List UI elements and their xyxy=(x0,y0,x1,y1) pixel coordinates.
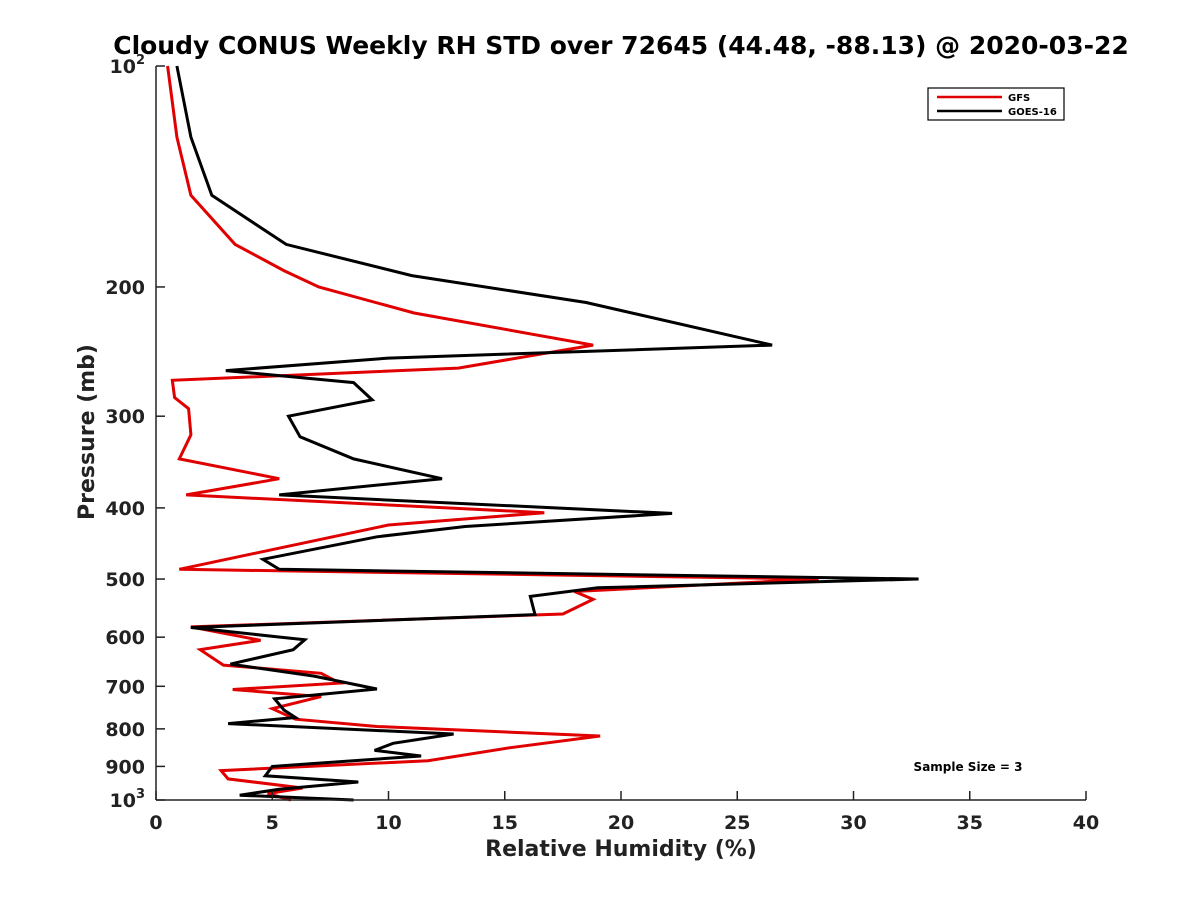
x-axis-ticks: 0 5 10 15 20 25 30 35 40 xyxy=(149,791,1099,834)
legend-label: GOES-16 xyxy=(1008,107,1057,118)
y-tick-label: 600 xyxy=(105,627,145,649)
x-tick-label: 35 xyxy=(957,812,983,834)
y-tick-label: 800 xyxy=(105,719,145,741)
legend-box xyxy=(927,87,1065,121)
sample-size-annotation: Sample Size = 3 xyxy=(914,760,1023,774)
x-tick-label: 30 xyxy=(840,812,866,834)
y-tick-label: 900 xyxy=(105,756,145,778)
x-tick-label: 5 xyxy=(266,812,279,834)
legend: GFS GOES-16 xyxy=(927,87,1065,121)
y-tick-label: 102 xyxy=(110,53,146,78)
y-axis-label: Pressure (mb) xyxy=(75,344,100,520)
x-tick-label: 20 xyxy=(608,812,634,834)
series-line-goes-16 xyxy=(175,65,919,802)
y-tick-label: 103 xyxy=(110,787,146,812)
y-tick-label: 700 xyxy=(105,676,145,698)
series-line-gfs xyxy=(166,65,819,802)
legend-label: GFS xyxy=(1008,93,1030,104)
chart-title: Cloudy CONUS Weekly RH STD over 72645 (4… xyxy=(113,31,1129,60)
y-tick-label: 300 xyxy=(105,406,145,428)
x-tick-label: 25 xyxy=(724,812,750,834)
x-tick-label: 0 xyxy=(149,812,162,834)
y-axis-ticks: 102 200 300 400 500 600 700 800 900 103 xyxy=(105,53,165,812)
x-tick-label: 15 xyxy=(492,812,518,834)
y-tick-label: 500 xyxy=(105,569,145,591)
y-tick-label: 200 xyxy=(105,277,145,299)
y-tick-label: 400 xyxy=(105,498,145,520)
x-tick-label: 40 xyxy=(1073,812,1099,834)
x-tick-label: 10 xyxy=(375,812,401,834)
x-axis-label: Relative Humidity (%) xyxy=(485,837,757,862)
plot-series xyxy=(166,65,919,802)
